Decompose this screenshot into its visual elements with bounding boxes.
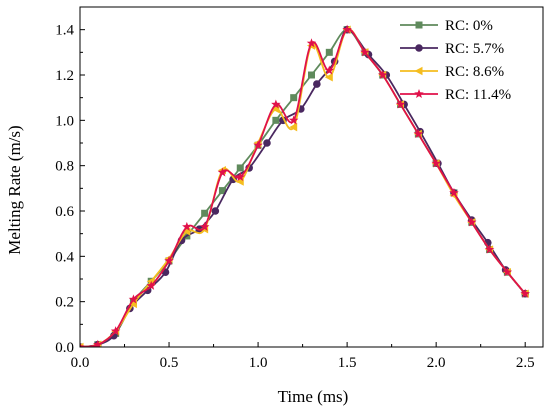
y-tick-label-4: 0.8 [55, 159, 74, 175]
series-3-point-15 [342, 24, 352, 34]
legend-label-2: RC: 8.6% [445, 64, 504, 80]
legend-item-0: RC: 0% [400, 18, 493, 34]
plot-background [80, 7, 543, 347]
series-3-point-4 [146, 280, 156, 290]
series-0-point-11 [272, 116, 280, 124]
series-1-point-11 [263, 139, 271, 147]
x-tick-label-5: 2.5 [516, 355, 535, 371]
series-3-point-10 [253, 140, 263, 150]
series-3-point-14 [324, 65, 335, 75]
series-3-point-17 [377, 70, 388, 80]
series-2-point-14 [324, 73, 333, 82]
series-3-point-11 [271, 99, 281, 109]
series-3-point-1 [93, 339, 103, 347]
series-3-point-20 [431, 158, 441, 168]
series-0-point-12 [290, 94, 298, 102]
x-tick-label-1: 0.5 [160, 355, 179, 371]
plot-area [80, 7, 543, 347]
y-tick-label-0: 0.0 [55, 340, 74, 356]
series-3-point-2 [110, 326, 121, 336]
legend-label-0: RC: 0% [445, 18, 493, 34]
series-1-point-8 [211, 207, 220, 215]
legend-label-3: RC: 11.4% [445, 87, 511, 103]
legend-marker-0 [415, 21, 423, 29]
series-3-point-19 [413, 128, 424, 138]
series-3-point-18 [395, 99, 406, 109]
series-0-point-13 [308, 71, 315, 79]
series-0-point-9 [236, 164, 244, 172]
series-3-point-7 [199, 221, 210, 231]
y-tick-label-1: 0.2 [55, 295, 74, 311]
series-3-point-12 [288, 115, 299, 125]
legend-item-2: RC: 8.6% [400, 64, 504, 80]
series-3-point-22 [467, 217, 477, 227]
series-3-point-25 [520, 288, 530, 298]
series-3-point-6 [182, 221, 192, 231]
series-3-point-3 [128, 294, 139, 304]
series-3-point-24 [502, 267, 513, 277]
series-2-point-12 [289, 122, 298, 132]
legend-marker-3 [414, 89, 424, 99]
x-tick-label-3: 1.5 [338, 355, 357, 371]
series-3-point-13 [306, 38, 317, 48]
legend: RC: 0% RC: 5.7% RC: 8.6% RC: 11.4% [400, 18, 511, 103]
x-tick-label-2: 1.0 [249, 355, 268, 371]
y-tick-label-2: 0.4 [55, 249, 74, 265]
y-tick-label-6: 1.2 [55, 68, 74, 84]
series-3-point-5 [164, 255, 174, 265]
y-tick-label-5: 1.0 [55, 113, 74, 129]
x-axis-label: Time (ms) [278, 387, 349, 406]
legend-item-3: RC: 11.4% [400, 87, 511, 103]
series-3-point-0 [80, 342, 85, 347]
y-axis-label: Melting Rate (m/s) [5, 125, 24, 254]
x-tick-label-0: 0.0 [71, 355, 90, 371]
series-3-point-16 [360, 47, 370, 57]
series-3-point-21 [449, 187, 459, 197]
series-layer [80, 24, 530, 347]
series-0-point-7 [201, 209, 209, 217]
series-line-3 [80, 28, 526, 347]
series-3 [80, 24, 530, 347]
series-3-point-9 [235, 172, 246, 182]
y-tick-label-7: 1.4 [55, 23, 74, 39]
legend-marker-2 [414, 66, 423, 76]
series-3-point-8 [217, 167, 228, 177]
x-tick-label-4: 2.0 [427, 355, 446, 371]
series-1-point-14 [313, 80, 321, 88]
y-tick-label-3: 0.6 [55, 204, 74, 220]
series-0-point-8 [218, 187, 226, 195]
series-0-point-14 [325, 48, 333, 56]
plot-frame [79, 6, 544, 348]
series-3-point-23 [484, 244, 495, 254]
axes-layer: 0.0 0.5 1.0 1.5 2.0 2.5 0.0 0.2 0.4 0.6 0.8 1.0 1.2 1… [55, 6, 544, 371]
legend-item-1: RC: 5.7% [400, 41, 504, 57]
legend-marker-1 [415, 44, 423, 52]
legend-label-1: RC: 5.7% [445, 41, 504, 57]
